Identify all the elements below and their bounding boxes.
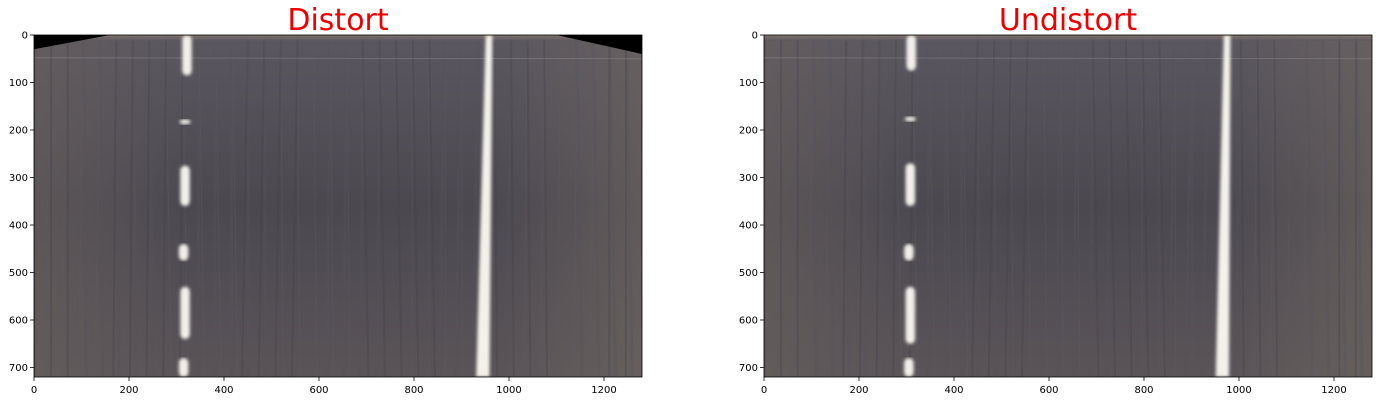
black-corner-left bbox=[34, 35, 110, 50]
road-image bbox=[764, 35, 1372, 377]
x-tick-label: 400 bbox=[944, 385, 963, 396]
lane-dash bbox=[904, 244, 914, 261]
x-tick-label: 0 bbox=[761, 385, 767, 396]
axes-frame bbox=[33, 34, 643, 378]
y-tick-label: 500 bbox=[739, 268, 758, 279]
y-tick-label: 100 bbox=[739, 78, 758, 89]
x-tick-label: 200 bbox=[119, 385, 138, 396]
lane-solid-line bbox=[1215, 35, 1231, 377]
lane-dash bbox=[178, 358, 189, 377]
x-tick-label: 600 bbox=[309, 385, 328, 396]
lane-dash bbox=[904, 116, 916, 122]
lane-dash bbox=[904, 358, 914, 377]
y-tick-label: 200 bbox=[739, 126, 758, 137]
x-tick-label: 1000 bbox=[496, 385, 521, 396]
y-tick-label: 0 bbox=[22, 31, 28, 42]
y-tick-label: 700 bbox=[9, 363, 28, 374]
road-image bbox=[34, 35, 642, 377]
y-tick-label: 100 bbox=[9, 78, 28, 89]
black-corner-right bbox=[556, 35, 642, 54]
y-tick-label: 300 bbox=[739, 173, 758, 184]
lane-dash bbox=[179, 119, 191, 125]
lane-dash bbox=[180, 286, 190, 339]
lane-dash bbox=[180, 165, 190, 206]
lane-solid-line bbox=[476, 35, 493, 377]
y-tick-label: 200 bbox=[9, 126, 28, 137]
x-tick-label: 1200 bbox=[591, 385, 616, 396]
x-tick-label: 1200 bbox=[1321, 385, 1346, 396]
y-tick-label: 600 bbox=[739, 316, 758, 327]
y-tick-label: 600 bbox=[9, 316, 28, 327]
lane-dash bbox=[178, 244, 189, 261]
lane-dash bbox=[182, 35, 192, 76]
subplot-title: Undistort bbox=[999, 3, 1137, 38]
x-tick-label: 800 bbox=[404, 385, 423, 396]
x-tick-label: 200 bbox=[849, 385, 868, 396]
subplot-2: 0 200 400 600 800 1000 1200 0 100 200 300 400 500 600… bbox=[739, 3, 1373, 396]
y-tick-label: 0 bbox=[752, 31, 758, 42]
x-tick-label: 0 bbox=[31, 385, 37, 396]
y-tick-label: 500 bbox=[9, 268, 28, 279]
subplot-1: 0 200 400 600 800 1000 1200 0 100 200 300 400 500 600… bbox=[9, 3, 643, 396]
x-tick-label: 1000 bbox=[1226, 385, 1251, 396]
y-tick-label: 400 bbox=[739, 221, 758, 232]
x-tick-label: 400 bbox=[214, 385, 233, 396]
subplot-title: Distort bbox=[287, 3, 389, 38]
lane-dash bbox=[906, 35, 916, 71]
y-tick-label: 700 bbox=[739, 363, 758, 374]
lane-dash bbox=[905, 163, 916, 206]
y-tick-label: 300 bbox=[9, 173, 28, 184]
lane-dash bbox=[905, 286, 916, 344]
x-tick-label: 600 bbox=[1039, 385, 1058, 396]
y-tick-label: 400 bbox=[9, 221, 28, 232]
x-tick-label: 800 bbox=[1134, 385, 1153, 396]
axes-frame bbox=[763, 34, 1373, 378]
